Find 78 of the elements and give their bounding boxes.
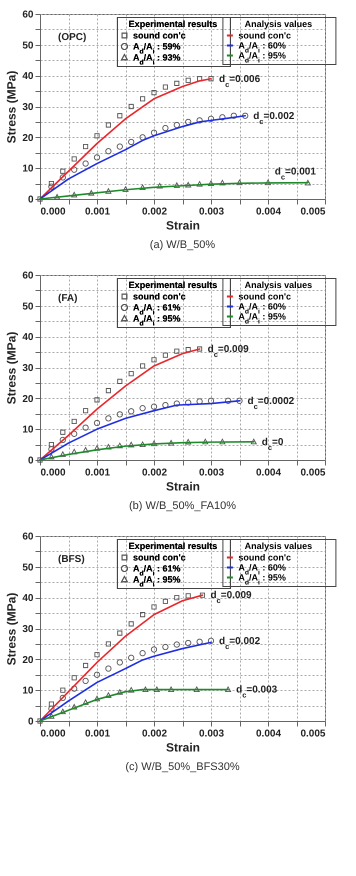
x-tick-label: 0.001 xyxy=(84,206,110,218)
x-tick-label: 0.001 xyxy=(84,728,110,740)
annotation: d$_{c}$=0.001 xyxy=(274,166,316,182)
y-tick-label: 60 xyxy=(22,10,34,20)
x-tick-label: 0.004 xyxy=(256,728,282,740)
x-tick-label: 0.000 xyxy=(40,468,66,478)
legend-label: sound con'c xyxy=(132,30,186,40)
x-axis-title: Strain xyxy=(166,740,200,754)
annotation: d$_{c}$=0.002 xyxy=(253,110,295,126)
x-tick-label: 0.003 xyxy=(198,206,224,218)
legend-label: sound con'c xyxy=(132,292,186,302)
legend-label: sound con'c xyxy=(238,292,292,302)
y-tick-label: 30 xyxy=(22,624,34,635)
y-tick-label: 60 xyxy=(22,532,34,542)
x-tick-label: 0.003 xyxy=(198,728,224,740)
annotation: (BFS) xyxy=(58,554,85,565)
x-tick-label: 0.002 xyxy=(142,206,168,218)
x-tick-label: 0.005 xyxy=(300,728,326,740)
text: (a) W/B_50% xyxy=(150,239,216,251)
annotation: d$_{c}$=0.0002 xyxy=(248,396,295,410)
text: (c) W/B_50%_BFS30% xyxy=(125,761,240,773)
y-tick-label: 50 xyxy=(22,301,34,312)
y-tick-label: 10 xyxy=(22,424,34,436)
y-tick-label: 30 xyxy=(22,363,34,374)
y-tick-label: 20 xyxy=(22,394,34,405)
y-tick-label: 50 xyxy=(22,40,34,52)
annotation: d$_{c}$=0.009 xyxy=(208,344,250,358)
y-axis-title: Stress (MPa) xyxy=(4,70,18,144)
x-tick-label: 0.004 xyxy=(256,468,282,478)
x-tick-label: 0.000 xyxy=(40,206,66,218)
text: Experimental results xyxy=(128,280,218,290)
x-axis-title: Strain xyxy=(166,480,200,494)
annotation: d$_{c}$=0.009 xyxy=(210,590,252,605)
text: Analysis values xyxy=(244,280,312,290)
x-tick-label: 0.001 xyxy=(84,468,110,478)
legend-label: sound con'c xyxy=(238,30,292,40)
y-tick-label: 0 xyxy=(28,716,34,728)
annotation: d$_{c}$=0 xyxy=(262,436,284,452)
y-tick-label: 0 xyxy=(28,456,34,466)
y-tick-label: 40 xyxy=(22,593,34,604)
y-tick-label: 10 xyxy=(22,164,34,175)
legend-label: A$_{d}$/A$_{i}$ : 59% xyxy=(132,42,180,55)
annotation: (FA) xyxy=(58,293,78,304)
legend-label: A$_{d}$/A$_{i}$ : 61% xyxy=(132,564,180,577)
y-axis-title: Stress (MPa) xyxy=(4,332,18,404)
x-tick-label: 0.005 xyxy=(300,206,326,218)
y-tick-label: 40 xyxy=(22,71,34,82)
x-tick-label: 0.004 xyxy=(256,206,282,218)
x-tick-label: 0.000 xyxy=(40,728,66,740)
y-tick-label: 0 xyxy=(28,194,34,206)
legend-label: A$_{d}$/A$_{i}$ : 95% xyxy=(132,574,180,588)
text: (b) W/B_50%_FA10% xyxy=(129,500,236,512)
y-tick-label: 50 xyxy=(22,562,34,574)
x-tick-label: 0.002 xyxy=(142,468,168,478)
legend-label: A$_{d}$/A$_{i}$ : 93% xyxy=(132,52,180,66)
text: Analysis values xyxy=(244,541,312,551)
text: Experimental results xyxy=(128,19,218,29)
x-tick-label: 0.002 xyxy=(142,728,168,740)
x-axis-title: Strain xyxy=(166,218,200,232)
annotation: d$_{c}$=0.006 xyxy=(219,74,261,88)
text: Experimental results xyxy=(128,541,218,551)
y-axis-title: Stress (MPa) xyxy=(4,592,18,666)
legend-label: A$_{d}$/A$_{i}$ : 61% xyxy=(132,302,180,316)
y-tick-label: 40 xyxy=(22,332,34,344)
annotation: d$_{c}$=0.003 xyxy=(236,684,278,700)
y-tick-label: 20 xyxy=(22,654,34,666)
annotation: d$_{c}$=0.002 xyxy=(219,636,261,650)
legend-label: A$_{d}$/A$_{i}$ : 95% xyxy=(132,314,180,327)
y-tick-label: 60 xyxy=(22,270,34,282)
y-tick-label: 10 xyxy=(22,686,34,697)
x-tick-label: 0.003 xyxy=(198,468,224,478)
legend-label: sound con'c xyxy=(132,552,186,562)
y-tick-label: 30 xyxy=(22,102,34,113)
x-tick-label: 0.005 xyxy=(300,468,326,478)
text: Analysis values xyxy=(244,19,312,29)
y-tick-label: 20 xyxy=(22,132,34,144)
annotation: (OPC) xyxy=(58,32,86,43)
legend-label: sound con'c xyxy=(238,552,292,562)
